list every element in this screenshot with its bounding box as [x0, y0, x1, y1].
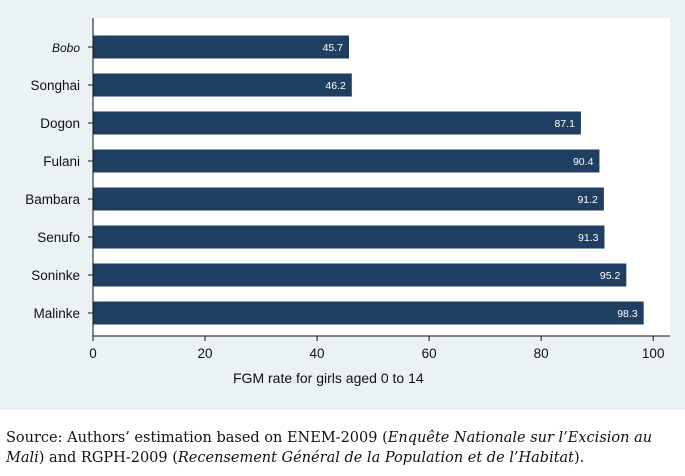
y-tick-label: Malinke [33, 306, 80, 321]
x-axis: 0 20 40 60 80 100 [89, 335, 670, 361]
bar-value-label: 90.4 [573, 156, 594, 168]
bar-value-label: 95.2 [600, 270, 621, 282]
x-tick-label: 60 [422, 346, 437, 361]
bar-senufo [93, 225, 605, 249]
bar-value-label: 98.3 [617, 308, 638, 320]
bar-soninke [93, 263, 627, 287]
x-tick-label: 20 [198, 346, 213, 361]
y-tick-label: Dogon [40, 116, 80, 131]
bar-dogon [93, 111, 581, 135]
plot-area [93, 18, 670, 336]
bar-songhai [93, 73, 352, 97]
y-tick-label: Bobo [52, 41, 80, 55]
source-rgph-title: Recensement Général de la Population et … [177, 450, 575, 466]
bar-malinke [93, 301, 644, 325]
source-middle: ) and RGPH-2009 ( [38, 450, 178, 466]
y-tick-label: Songhai [30, 78, 80, 93]
x-axis-title: FGM rate for girls aged 0 to 14 [233, 370, 424, 386]
y-tick-label: Senufo [37, 230, 80, 245]
bar-value-label: 87.1 [554, 118, 575, 130]
source-enem-title: Enquête Nationale sur l’Excision au Mali [6, 430, 653, 466]
y-tick-label: Soninke [31, 268, 80, 283]
bar-value-label: 46.2 [325, 80, 346, 92]
y-tick-label: Fulani [43, 154, 80, 169]
source-prefix: Source: Authors’ estimation based on ENE… [6, 430, 388, 446]
x-tick-label: 100 [642, 346, 665, 361]
y-axis: Bobo Songhai Dogon Fulani Bambara Senufo Sonin… [25, 18, 94, 336]
y-tick-label: Bambara [25, 192, 80, 207]
bar-value-label: 91.2 [577, 194, 598, 206]
chart-container: 45.7 46.2 87.1 90.4 91.2 91.3 95.2 98.3 Bobo Son… [0, 0, 685, 410]
bar-value-label: 45.7 [323, 42, 344, 54]
x-tick-label: 80 [534, 346, 549, 361]
bar-bambara [93, 187, 604, 211]
bar-bobo [93, 35, 350, 59]
x-tick-label: 0 [89, 346, 97, 361]
x-tick-label: 40 [310, 346, 325, 361]
bars-group: 45.7 46.2 87.1 90.4 91.2 91.3 95.2 98.3 [93, 35, 644, 325]
source-note: Source: Authors’ estimation based on ENE… [6, 428, 682, 468]
bar-fulani [93, 149, 600, 173]
bar-value-label: 91.3 [578, 232, 599, 244]
fgm-bar-chart: 45.7 46.2 87.1 90.4 91.2 91.3 95.2 98.3 Bobo Son… [25, 18, 670, 386]
source-suffix: ). [574, 450, 585, 466]
